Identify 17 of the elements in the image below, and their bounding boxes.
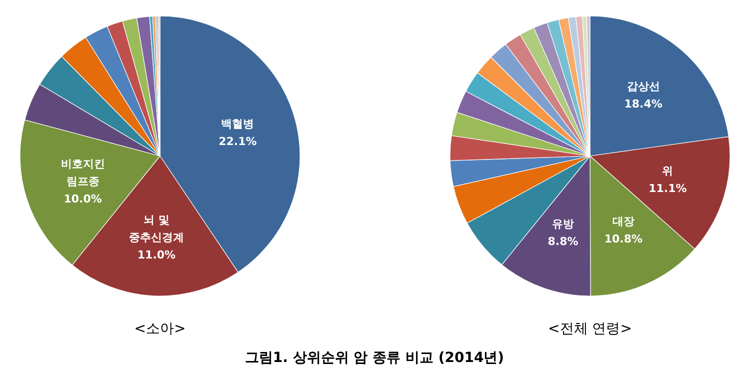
slice-label: 뇌 및 중추신경계 [128,213,184,244]
slice-label: 대장 [612,215,634,228]
slice-label: 유방 [552,218,574,231]
data-label: 22.1% [218,134,257,148]
slice-label: 위 [662,164,674,178]
text: <소아> [134,321,186,337]
slice-label: 백혈병 [221,117,254,130]
data-label: 10.8% [604,232,643,246]
data-label: 11.0% [137,248,176,262]
data-label: 11.1% [648,182,687,196]
caption: 그림1. 상위순위 암 종류 비교 (2014년) [244,350,504,366]
slice-label: 비호지킨 림프종 [60,157,105,188]
data-label: 10.0% [64,192,102,206]
slice-label: 갑상선 [626,80,660,93]
text: <전체 연령> [548,321,632,337]
data-label: 8.8% [548,235,578,248]
data-label: 18.4% [624,97,662,110]
